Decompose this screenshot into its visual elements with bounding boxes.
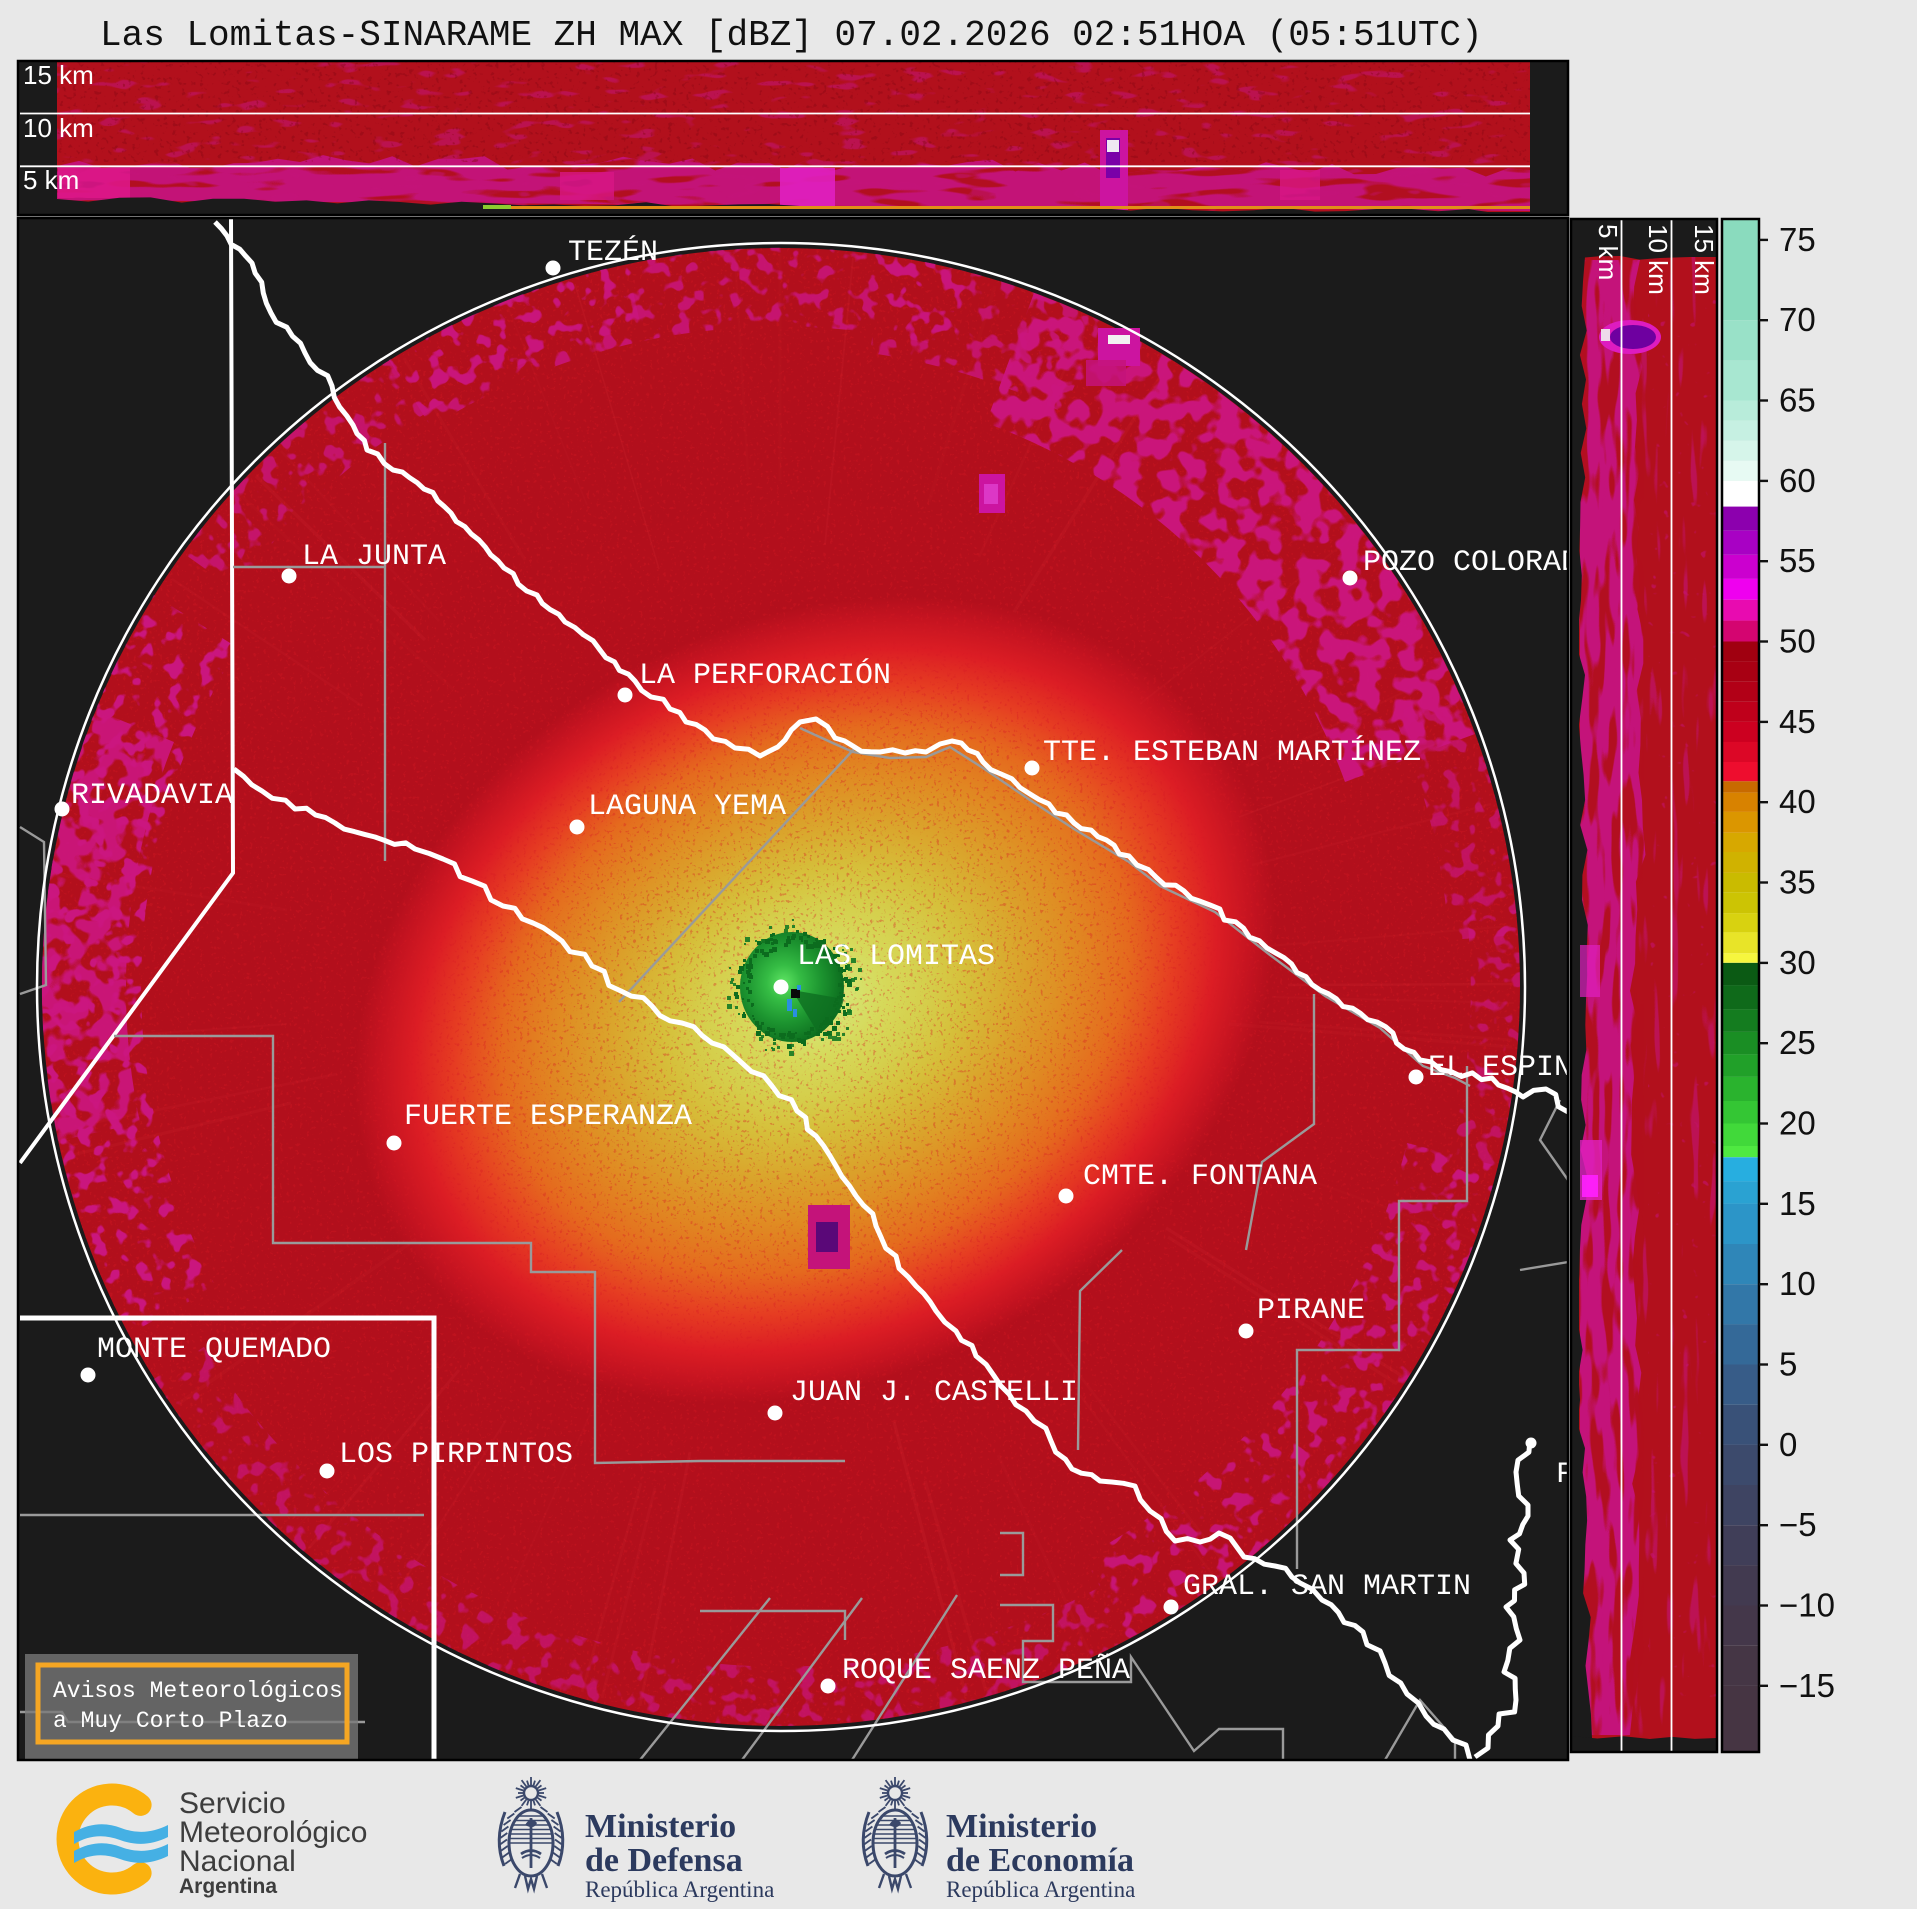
svg-text:JUAN J. CASTELLI: JUAN J. CASTELLI <box>790 1376 1078 1410</box>
svg-text:Servicio: Servicio <box>179 1787 286 1820</box>
svg-text:55: 55 <box>1779 542 1816 579</box>
svg-text:LAGUNA YEMA: LAGUNA YEMA <box>588 790 786 824</box>
svg-text:−5: −5 <box>1779 1506 1817 1543</box>
svg-text:LAS LOMITAS: LAS LOMITAS <box>797 940 995 974</box>
svg-text:MONTE QUEMADO: MONTE QUEMADO <box>97 1333 331 1367</box>
svg-text:RIVADAVIA: RIVADAVIA <box>71 779 233 813</box>
svg-text:LA PERFORACIÓN: LA PERFORACIÓN <box>639 658 891 693</box>
svg-text:50: 50 <box>1779 623 1816 660</box>
svg-text:30: 30 <box>1779 944 1816 981</box>
svg-text:CMTE. FONTANA: CMTE. FONTANA <box>1083 1160 1317 1194</box>
svg-text:de Defensa: de Defensa <box>585 1842 743 1879</box>
svg-text:0: 0 <box>1779 1426 1797 1463</box>
svg-text:Las Lomitas-SINARAME ZH MAX [d: Las Lomitas-SINARAME ZH MAX [dBZ] 07.02.… <box>100 15 1483 56</box>
svg-text:LOS PIRPINTOS: LOS PIRPINTOS <box>339 1438 573 1472</box>
svg-text:15: 15 <box>1779 1185 1816 1222</box>
svg-text:40: 40 <box>1779 783 1816 820</box>
svg-text:−15: −15 <box>1779 1667 1835 1704</box>
svg-text:Ministerio: Ministerio <box>585 1808 736 1845</box>
svg-text:POZO COLORADO: POZO COLORADO <box>1363 546 1597 580</box>
svg-text:5 km: 5 km <box>23 165 79 195</box>
svg-text:10 km: 10 km <box>1643 224 1673 295</box>
svg-text:5: 5 <box>1779 1346 1797 1383</box>
svg-text:Argentina: Argentina <box>179 1875 277 1898</box>
svg-text:75: 75 <box>1779 221 1816 258</box>
svg-text:TTE. ESTEBAN MARTÍNEZ: TTE. ESTEBAN MARTÍNEZ <box>1043 735 1421 770</box>
svg-text:PIRANE: PIRANE <box>1257 1294 1365 1328</box>
svg-text:Meteorológico: Meteorológico <box>179 1816 367 1849</box>
svg-text:de Economía: de Economía <box>946 1842 1134 1879</box>
svg-text:República Argentina: República Argentina <box>946 1877 1135 1902</box>
svg-text:Avisos Meteorológicos: Avisos Meteorológicos <box>53 1678 343 1704</box>
svg-text:Ministerio: Ministerio <box>946 1808 1097 1845</box>
svg-text:60: 60 <box>1779 462 1816 499</box>
svg-text:Nacional: Nacional <box>179 1845 296 1878</box>
svg-text:LA JUNTA: LA JUNTA <box>302 540 446 574</box>
svg-text:5 km: 5 km <box>1593 224 1623 280</box>
svg-text:−10: −10 <box>1779 1587 1835 1624</box>
svg-text:ROQUE SAENZ PEÑA: ROQUE SAENZ PEÑA <box>842 1653 1130 1688</box>
svg-text:F: F <box>1556 1458 1574 1492</box>
svg-text:25: 25 <box>1779 1024 1816 1061</box>
svg-text:10 km: 10 km <box>23 113 94 143</box>
svg-text:República Argentina: República Argentina <box>585 1877 774 1902</box>
svg-text:15 km: 15 km <box>23 60 94 90</box>
svg-text:35: 35 <box>1779 864 1816 901</box>
svg-text:EL ESPINILLO: EL ESPINILLO <box>1428 1051 1644 1085</box>
svg-text:10: 10 <box>1779 1265 1816 1302</box>
svg-text:45: 45 <box>1779 703 1816 740</box>
svg-text:FUERTE ESPERANZA: FUERTE ESPERANZA <box>404 1100 692 1134</box>
svg-text:70: 70 <box>1779 301 1816 338</box>
svg-text:a Muy Corto Plazo: a Muy Corto Plazo <box>53 1708 288 1734</box>
svg-text:GRAL. SAN MARTIN: GRAL. SAN MARTIN <box>1183 1570 1471 1604</box>
svg-text:20: 20 <box>1779 1105 1816 1142</box>
svg-text:65: 65 <box>1779 382 1816 419</box>
svg-text:TEZÉN: TEZÉN <box>568 235 658 270</box>
svg-text:15 km: 15 km <box>1689 224 1719 295</box>
